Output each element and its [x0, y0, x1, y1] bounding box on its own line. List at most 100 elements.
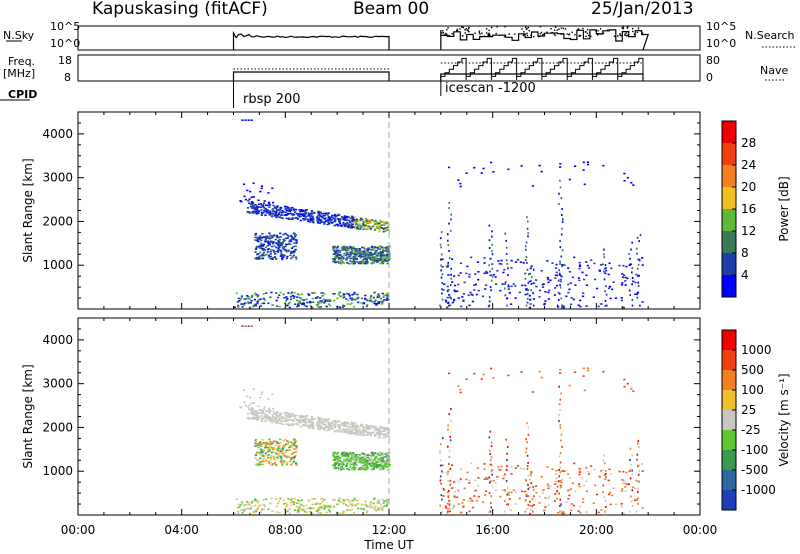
scatter-cell [491, 250, 493, 253]
nsearch-dot [488, 29, 490, 32]
scatter-cell [361, 228, 364, 231]
scatter-cell [262, 302, 265, 305]
colorbar-segment [722, 231, 736, 253]
scatter-cell [457, 297, 460, 299]
scatter-cell [252, 402, 255, 404]
scatter-cell [504, 294, 507, 297]
scatter-cell [585, 284, 588, 286]
scatter-cell [333, 464, 336, 467]
scatter-cell [453, 490, 457, 493]
scatter-cell [249, 301, 252, 304]
scatter-cell [491, 485, 494, 488]
scatter-cell [602, 484, 605, 487]
scatter-cell [477, 271, 480, 273]
scatter-cell [286, 461, 289, 464]
scatter-cell [544, 300, 547, 302]
scatter-cell [387, 259, 390, 262]
scatter-cell [379, 461, 382, 463]
scatter-cell [529, 298, 532, 301]
scatter-cell [380, 251, 383, 254]
scatter-cell [329, 304, 332, 307]
scatter-cell [457, 274, 460, 277]
scatter-cell [268, 243, 271, 245]
scatter-cell [312, 218, 315, 221]
scatter-cell [440, 443, 442, 446]
scatter-cell [257, 256, 261, 258]
scatter-cell [318, 424, 321, 427]
scatter-cell [487, 305, 490, 308]
scatter-cell [364, 256, 367, 258]
scatter-cell [279, 497, 282, 500]
scatter-cell [323, 508, 326, 510]
scatter-cell [319, 297, 322, 299]
scatter-cell [453, 481, 456, 483]
scatter-cell [369, 297, 372, 300]
scatter-cell [287, 413, 290, 416]
colorbar-segment [722, 253, 736, 275]
scatter-cell [350, 453, 353, 455]
scatter-cell [256, 253, 259, 256]
scatter-cell [290, 504, 293, 507]
scatter-cell [370, 501, 373, 503]
scatter-cell [607, 287, 611, 290]
scatter-cell [255, 256, 258, 259]
scatter-cell [635, 479, 638, 482]
scatter-cell [350, 454, 353, 457]
scatter-cell [369, 431, 372, 434]
scatter-cell [253, 298, 256, 301]
scatter-cell [262, 410, 265, 412]
scatter-cell [372, 455, 375, 457]
scatter-cell [285, 296, 288, 298]
scatter-cell [559, 408, 561, 411]
scatter-cell [270, 237, 273, 239]
scatter-cell [268, 409, 271, 411]
nsearch-dot [640, 30, 642, 32]
scatter-cell [254, 210, 258, 213]
scatter-cell [262, 204, 265, 206]
cpid-mode-1: rbsp 200 [243, 92, 301, 107]
scatter-cell [284, 245, 287, 248]
scatter-cell [348, 468, 351, 471]
scatter-cell [604, 290, 606, 293]
scatter-cell [285, 412, 288, 414]
scatter-cell [618, 470, 621, 473]
scatter-cell [303, 510, 306, 513]
scatter-cell [307, 420, 310, 422]
scatter-cell [562, 305, 565, 307]
scatter-cell [365, 225, 369, 227]
scatter-cell [379, 503, 383, 506]
scatter-cell [260, 214, 263, 216]
scatter-cell [376, 296, 379, 299]
scatter-cell [268, 438, 271, 441]
scatter-cell [361, 452, 364, 455]
scatter-cell [359, 425, 362, 427]
nsearch-dot [464, 29, 466, 31]
scatter-cell [305, 415, 309, 417]
scatter-cell [351, 293, 354, 296]
scatter-cell [235, 498, 238, 501]
scatter-cell [353, 221, 356, 224]
scatter-cell [328, 217, 332, 220]
scatter-cell [525, 438, 527, 441]
scatter-cell [490, 506, 492, 509]
scatter-cell [355, 254, 358, 257]
scatter-cell [379, 297, 383, 300]
scatter-cell [287, 441, 290, 443]
scatter-cell [578, 264, 581, 266]
scatter-cell [359, 226, 362, 228]
scatter-cell [281, 464, 284, 467]
scatter-cell [264, 214, 267, 216]
scatter-cell [271, 447, 274, 449]
scatter-cell [352, 511, 356, 514]
scatter-cell [339, 218, 342, 221]
scatter-cell [276, 206, 279, 208]
colorbar-segment [722, 121, 736, 143]
scatter-cell [528, 486, 531, 489]
scatter-cell [311, 292, 314, 294]
scatter-cell [311, 297, 314, 300]
scatter-cell [525, 451, 527, 454]
scatter-cell [281, 246, 284, 249]
scatter-cell [294, 234, 298, 236]
scatter-cell [526, 216, 528, 219]
nsearch-dot [637, 29, 640, 31]
